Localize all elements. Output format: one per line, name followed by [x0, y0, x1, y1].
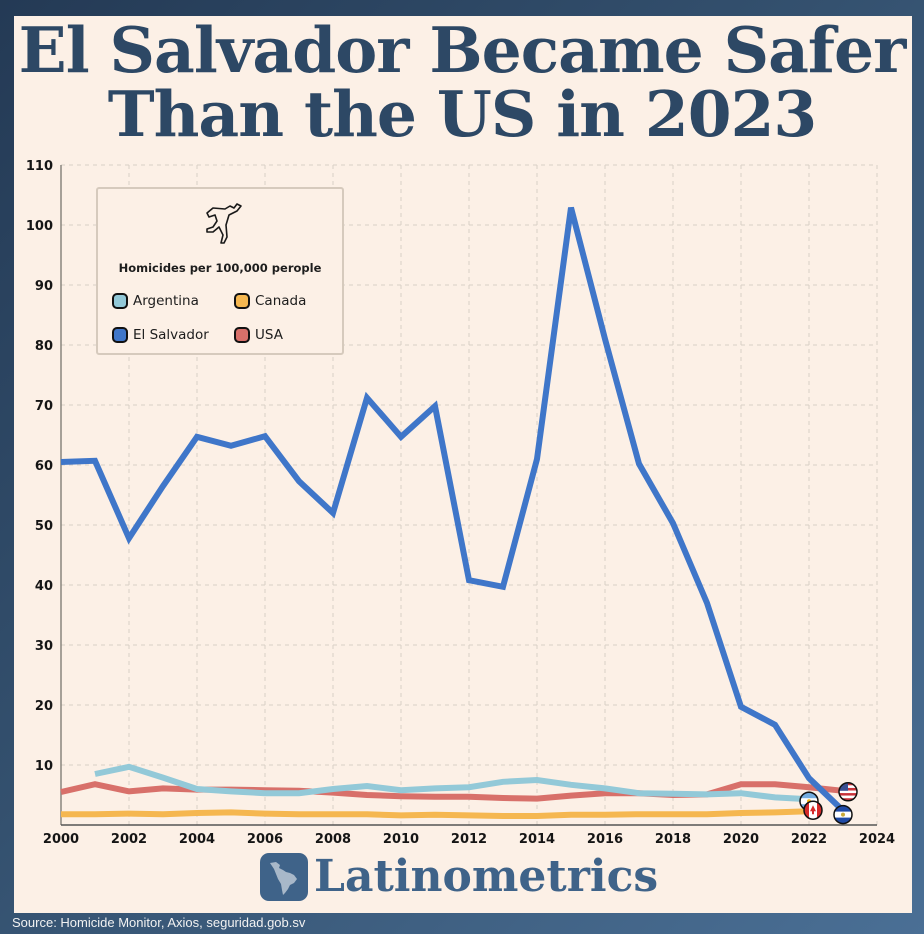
x-tick-label: 2004: [179, 832, 215, 847]
series-line-el-salvador: [60, 206, 846, 813]
flag-el-salvador-icon: [833, 804, 853, 825]
y-tick-label: 110: [26, 159, 53, 174]
y-tick-label: 80: [35, 339, 53, 354]
x-tick-label: 2006: [247, 832, 283, 847]
chart-title: El Salvador Became Safer Than the US in …: [0, 18, 924, 146]
legend-swatch-el-salvador: [112, 327, 128, 343]
y-tick-label: 40: [35, 579, 53, 594]
brand-name: Latinometrics: [314, 851, 659, 902]
y-tick-label: 30: [35, 639, 53, 654]
flag-canada-icon: [803, 800, 823, 820]
legend-item-usa: USA: [234, 327, 283, 343]
series-line-argentina: [94, 763, 810, 803]
legend-swatch-argentina: [112, 293, 128, 309]
grid: [61, 164, 878, 825]
y-tick-label: 100: [26, 219, 53, 234]
brand-logo: Latinometrics: [260, 853, 658, 901]
legend-item-el-salvador: El Salvador: [112, 327, 209, 343]
axes: 10 20 30 40 50 60 70 80 90 100 110 2000 2002 2004 2006…: [26, 159, 895, 847]
y-tick-label: 60: [35, 459, 53, 474]
flag-markers: [799, 782, 858, 825]
x-tick-label: 2008: [315, 832, 351, 847]
legend: Homicides per 100,000 perople Argentina …: [96, 187, 344, 355]
legend-label-argentina: Argentina: [133, 293, 199, 309]
y-tick-label: 50: [35, 519, 53, 534]
x-tick-label: 2018: [655, 832, 691, 847]
title-line-1: El Salvador Became Safer: [18, 13, 907, 87]
x-tick-label: 2024: [859, 832, 895, 847]
x-tick-label: 2022: [791, 832, 827, 847]
legend-label-usa: USA: [255, 327, 283, 343]
legend-swatch-usa: [234, 327, 250, 343]
y-tick-label: 90: [35, 279, 53, 294]
x-tick-label: 2014: [519, 832, 555, 847]
flag-usa-icon: [838, 782, 858, 802]
legend-label-el-salvador: El Salvador: [133, 327, 209, 343]
legend-label-canada: Canada: [255, 293, 307, 309]
legend-title: Homicides per 100,000 perople: [118, 261, 322, 275]
x-tick-label: 2002: [111, 832, 147, 847]
legend-item-canada: Canada: [234, 293, 306, 309]
x-tick-label: 2016: [587, 832, 623, 847]
y-tick-label: 20: [35, 699, 53, 714]
legend-swatch-canada: [234, 293, 250, 309]
x-tick-label: 2012: [451, 832, 487, 847]
y-tick-label: 70: [35, 399, 53, 414]
x-tick-label: 2000: [43, 832, 79, 847]
series-line-canada: [61, 808, 810, 819]
latin-america-map-icon: [260, 853, 308, 901]
chalk-outline-body-icon: [206, 203, 242, 244]
series-group: [60, 206, 846, 819]
y-tick-label: 10: [35, 759, 53, 774]
legend-item-argentina: Argentina: [112, 293, 199, 309]
source-note: Source: Homicide Monitor, Axios, segurid…: [12, 915, 306, 930]
x-tick-label: 2020: [723, 832, 759, 847]
title-line-2: Than the US in 2023: [107, 77, 818, 151]
x-tick-label: 2010: [383, 832, 419, 847]
